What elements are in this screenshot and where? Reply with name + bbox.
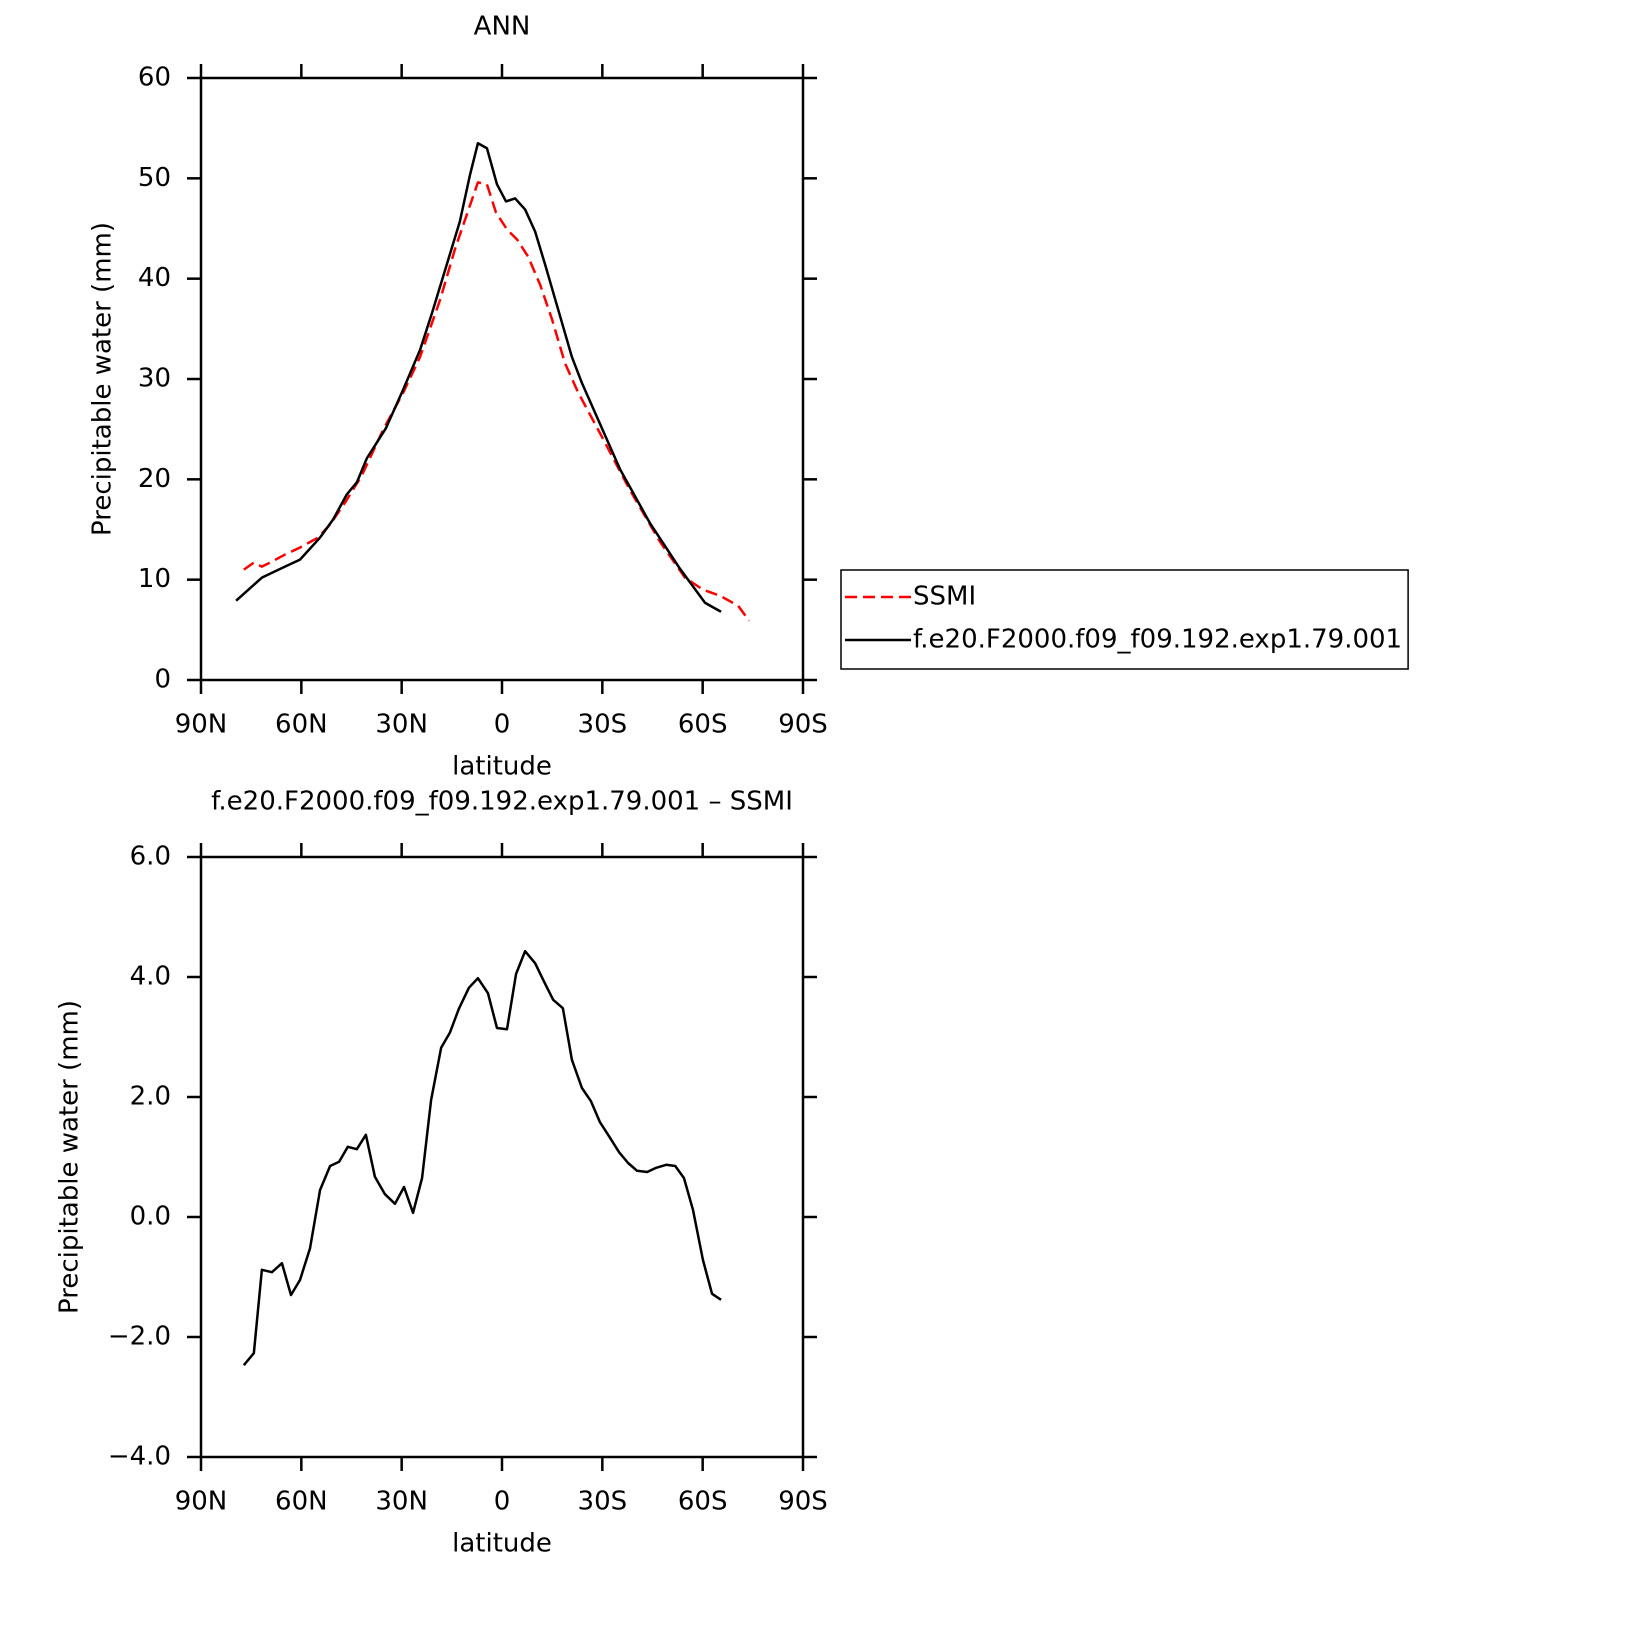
y-tick-label: 0 [154,665,171,695]
x-tick-label: 60S [678,710,728,740]
plot-frame [199,855,805,1459]
x-tick-label: 90S [778,710,828,740]
x-tick-label: 30N [375,710,428,740]
y-tick-label: 40 [138,263,171,293]
x-tick-label: 90N [175,1487,228,1517]
x-tick-label: 60N [275,1487,328,1517]
x-axis-label: latitude [452,1529,552,1559]
y-axis-label: Precipitable water (mm) [88,222,118,536]
x-tick-label: 60N [275,710,328,740]
y-tick-label: 6.0 [130,842,171,872]
chart-title: ANN [474,12,531,42]
x-tick-label: 30N [375,1487,428,1517]
x-tick-label: 60S [678,1487,728,1517]
y-axis-label: Precipitable water (mm) [55,1000,85,1314]
legend-label: f.e20.F2000.f09_f09.192.exp1.79.001 [913,625,1402,655]
y-tick-label: −4.0 [108,1442,171,1472]
y-tick-label: 0.0 [130,1202,171,1232]
y-tick-label: 10 [138,564,171,594]
x-tick-label: 0 [494,1487,511,1517]
y-tick-label: 2.0 [130,1082,171,1112]
x-tick-label: 30S [578,1487,628,1517]
legend-box [840,569,1409,670]
chart-title: f.e20.F2000.f09_f09.192.exp1.79.001 – SS… [211,787,793,817]
y-tick-label: 4.0 [130,962,171,992]
y-tick-label: 30 [138,364,171,394]
plot-frame [199,76,805,682]
y-tick-label: 60 [138,63,171,93]
y-tick-label: −2.0 [108,1322,171,1352]
data-line [235,141,722,613]
x-tick-label: 90N [175,710,228,740]
legend-label: SSMI [913,582,976,612]
data-line [243,181,751,622]
y-tick-label: 50 [138,163,171,193]
x-tick-label: 0 [494,710,511,740]
x-tick-label: 30S [578,710,628,740]
y-tick-label: 20 [138,464,171,494]
x-axis-label: latitude [452,752,552,782]
x-tick-label: 90S [778,1487,828,1517]
data-line [242,949,722,1367]
